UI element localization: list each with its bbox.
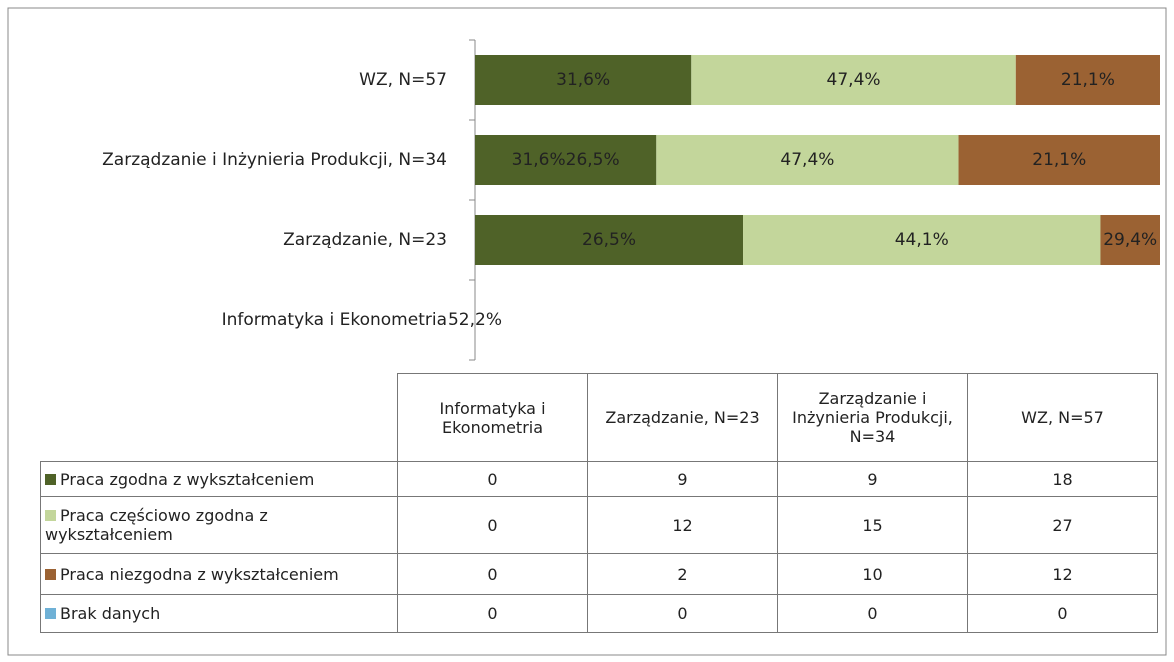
legend-label: Praca niezgodna z wykształceniem <box>60 564 339 584</box>
table-value: 12 <box>587 496 778 554</box>
column-header: Zarządzanie i Inżynieria Produkcji, N=34 <box>777 373 968 462</box>
legend-swatch <box>45 510 56 521</box>
table-value: 0 <box>397 496 588 554</box>
bar-segment <box>691 55 1016 105</box>
category-label: Zarządzanie i Inżynieria Produkcji, N=34 <box>102 150 447 170</box>
bar-segment <box>656 135 959 185</box>
bar-segment <box>1100 215 1160 265</box>
category-label: Zarządzanie, N=23 <box>283 230 447 250</box>
table-value: 15 <box>777 496 968 554</box>
segment-label: 29,4% <box>1103 230 1157 250</box>
legend-label: Praca częściowo zgodna z wykształceniem <box>45 506 268 544</box>
corner-cell <box>40 373 398 462</box>
segment-label: 21,1% <box>1061 70 1115 90</box>
table-value: 0 <box>397 461 588 497</box>
segment-label: 44,1% <box>895 230 949 250</box>
bar-segment <box>958 135 1160 185</box>
legend-cell: Praca niezgodna z wykształceniem <box>40 553 398 595</box>
segment-label: 47,4% <box>827 70 881 90</box>
legend-label: Praca zgodna z wykształceniem <box>60 469 315 489</box>
table-value: 9 <box>587 461 778 497</box>
table-value: 9 <box>777 461 968 497</box>
table-value: 2 <box>587 553 778 595</box>
table-value: 12 <box>967 553 1158 595</box>
table-value: 0 <box>967 594 1158 633</box>
column-header: WZ, N=57 <box>967 373 1158 462</box>
legend-cell: Praca częściowo zgodna z wykształceniem <box>40 496 398 554</box>
table-value: 0 <box>397 553 588 595</box>
frame <box>7 7 1167 656</box>
category-label: Informatyka i Ekonometria <box>222 310 447 330</box>
legend-swatch <box>45 608 56 619</box>
table-row: Praca zgodna z wykształceniem 0 9 9 18 <box>40 461 1158 497</box>
legend-cell: Praca zgodna z wykształceniem <box>40 461 398 497</box>
table-row: Praca niezgodna z wykształceniem 0 2 10 12 <box>40 553 1158 595</box>
bar-segment <box>475 55 692 105</box>
segment-label: 31,6%26,5% <box>512 150 620 170</box>
table-value: 0 <box>587 594 778 633</box>
legend-label: Brak danych <box>60 604 161 623</box>
table-value: 18 <box>967 461 1158 497</box>
bar-segment <box>475 215 744 265</box>
legend-swatch <box>45 473 56 485</box>
segment-label: 21,1% <box>1032 150 1086 170</box>
table-value: 27 <box>967 496 1158 554</box>
table-value: 0 <box>397 594 588 633</box>
header-row: Informatyka i Ekonometria Zarządzanie, N=… <box>40 373 1158 462</box>
column-header: Informatyka i Ekonometria <box>397 373 588 462</box>
category-label: WZ, N=57 <box>359 70 447 90</box>
legend-swatch <box>45 568 56 580</box>
table-row: Brak danych 0 0 0 0 <box>40 594 1158 633</box>
bar-segment <box>1015 55 1160 105</box>
bar-segment <box>475 135 657 185</box>
segment-label: 52,2% <box>448 310 502 330</box>
table-row: Praca częściowo zgodna z wykształceniem 0… <box>40 496 1158 554</box>
table-value: 0 <box>777 594 968 633</box>
table-value: 10 <box>777 553 968 595</box>
column-header: Zarządzanie, N=23 <box>587 373 778 462</box>
segment-label: 31,6% <box>556 70 610 90</box>
bar-segment <box>743 215 1101 265</box>
data-table: Informatyka i Ekonometria Zarządzanie, N=… <box>40 373 1158 633</box>
segment-label: 47,4% <box>780 150 834 170</box>
segment-label: 26,5% <box>582 230 636 250</box>
legend-cell: Brak danych <box>40 594 398 633</box>
